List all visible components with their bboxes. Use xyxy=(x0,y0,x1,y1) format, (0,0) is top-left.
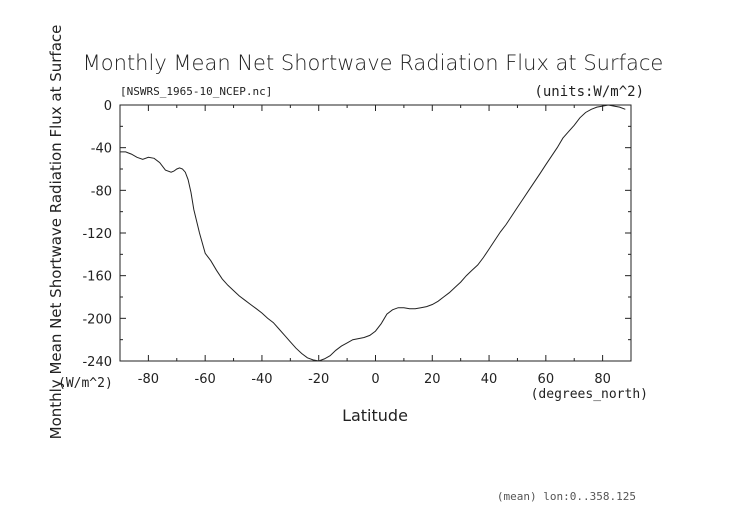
y-tick-label: -240 xyxy=(82,355,112,370)
x-axis-label: Latitude xyxy=(342,406,408,425)
x-tick-label: 40 xyxy=(481,372,498,387)
chart-subtitle-left: [NSWRS_1965-10_NCEP.nc] xyxy=(120,85,272,98)
plot-area: -80 -60 -40 -20 0 20 40 60 80 0-40-80-120-160-20… xyxy=(82,99,632,387)
x-tick-label: -60 xyxy=(195,372,216,387)
series-line xyxy=(120,104,626,362)
x-tick-label: -80 xyxy=(138,372,159,387)
x-tick-label: 60 xyxy=(538,372,555,387)
chart-title: Monthly Mean Net Shortwave Radiation Flu… xyxy=(83,51,664,75)
y-tick-label: -200 xyxy=(82,312,112,327)
y-tick-label: 0 xyxy=(104,99,112,114)
y-axis: 0 -40 -80 -120 -160 -200 -240 xyxy=(82,99,631,370)
plot-frame xyxy=(119,104,632,362)
x-tick-label: 20 xyxy=(424,372,441,387)
y-axis-units: (W/m^2) xyxy=(58,376,113,391)
x-tick-label: -40 xyxy=(251,372,272,387)
y-tick-label: -120 xyxy=(82,227,112,242)
y-tick-label: -40 xyxy=(91,142,112,157)
y-tick-label: -80 xyxy=(91,184,112,199)
footnote: (mean) lon:0..358.125 xyxy=(497,490,636,503)
chart-units-label: (units:W/m^2) xyxy=(534,84,644,100)
x-tick-label: 0 xyxy=(371,372,379,387)
y-axis-label: Monthly Mean Net Shortwave Radiation Flu… xyxy=(47,25,65,440)
y-tick-label: -160 xyxy=(82,270,112,285)
x-tick-label: -20 xyxy=(308,372,329,387)
x-tick-label: 80 xyxy=(594,372,611,387)
x-axis: -80 -60 -40 -20 0 20 40 60 80 xyxy=(119,105,632,387)
x-axis-units: (degrees_north) xyxy=(531,387,648,402)
